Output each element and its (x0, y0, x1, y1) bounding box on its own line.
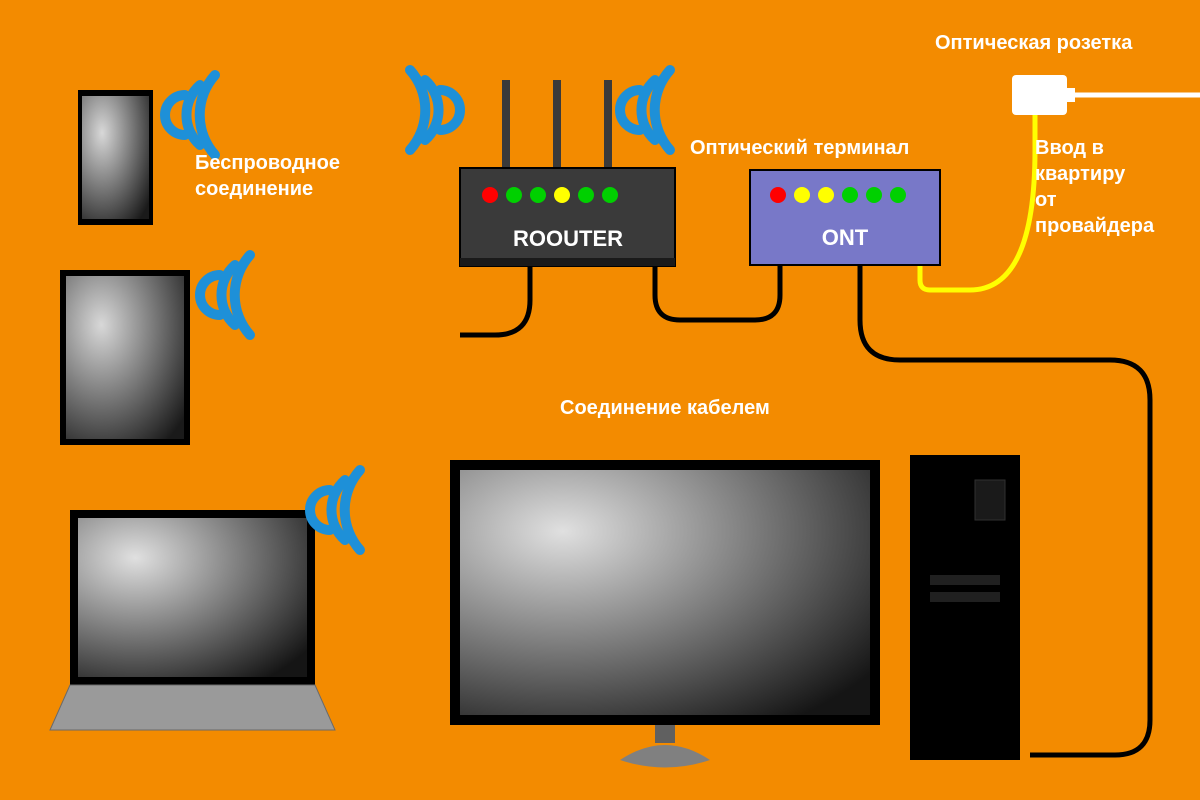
network-diagram: ONT ROOUTER (0, 0, 1200, 800)
svg-text:ONT: ONT (822, 225, 869, 250)
laptop-icon (50, 510, 335, 730)
monitor-icon (450, 460, 880, 768)
label-optical-terminal: Оптический терминал (690, 135, 909, 161)
optical-socket-icon (1012, 75, 1075, 115)
label-provider-input: Ввод в квартиру от провайдера (1035, 135, 1154, 239)
label-optical-socket: Оптическая розетка (935, 30, 1132, 56)
phone-icon (78, 90, 153, 225)
ont-device-icon: ONT (750, 170, 940, 265)
pc-tower-icon (910, 455, 1020, 760)
tablet-icon (60, 270, 190, 445)
svg-text:ROOUTER: ROOUTER (513, 226, 623, 251)
label-wireless-connection: Беспроводное соединение (195, 150, 340, 202)
label-cable-connection: Соединение кабелем (560, 395, 770, 421)
